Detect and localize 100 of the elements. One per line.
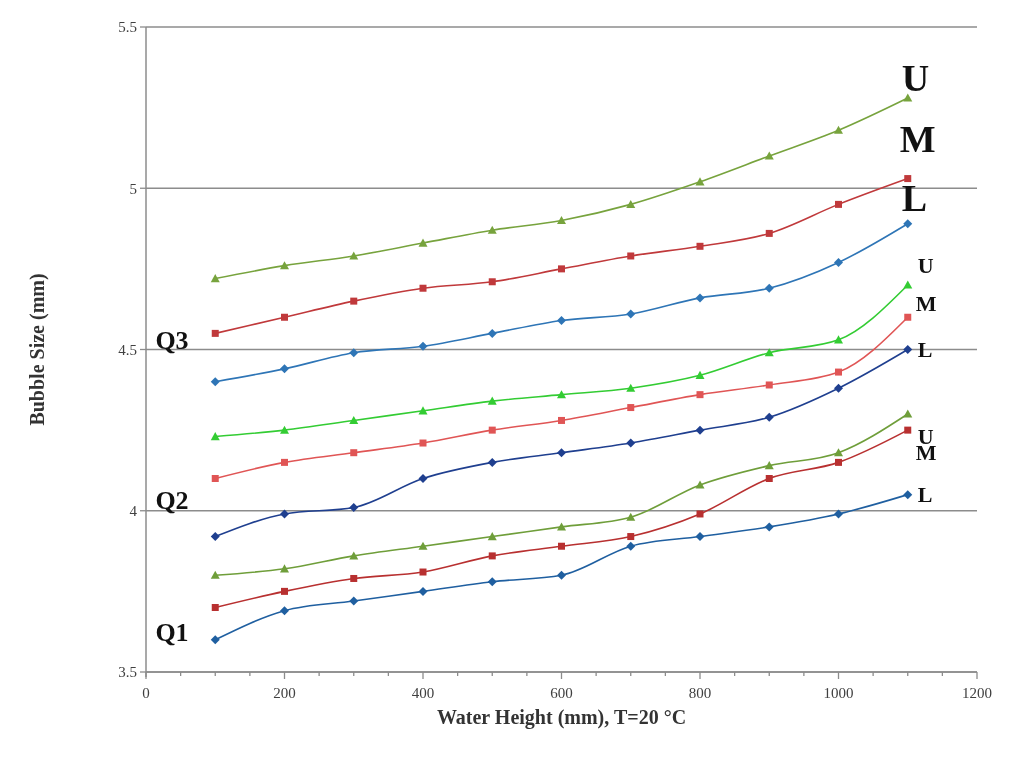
point [350, 297, 358, 305]
annotation: Q2 [155, 486, 189, 516]
point [627, 404, 635, 412]
point [210, 532, 220, 542]
point [764, 522, 774, 532]
point [557, 570, 566, 580]
y-tick-label: 5 [129, 180, 137, 197]
y-tick-label: 4 [129, 503, 138, 519]
x-tick-label: 400 [411, 685, 435, 701]
x-tick-label: 1200 [962, 685, 992, 701]
point [765, 229, 773, 237]
point [695, 370, 705, 379]
series-label: L [917, 482, 933, 508]
point [487, 577, 497, 587]
point [488, 278, 496, 286]
point [418, 541, 428, 550]
point [210, 377, 220, 387]
x-tick-label: 800 [688, 685, 712, 701]
x-tick-label: 0 [142, 685, 150, 701]
point [349, 596, 359, 606]
point [834, 509, 843, 519]
point [418, 238, 428, 247]
point [557, 315, 566, 325]
point [834, 125, 843, 134]
point [280, 425, 289, 434]
point [764, 348, 774, 357]
point [419, 284, 427, 292]
point [487, 396, 497, 405]
point [210, 274, 220, 283]
point [487, 225, 497, 234]
y-axis-title: Bubble Size (mm) [26, 273, 49, 426]
point [627, 252, 635, 260]
point [904, 175, 912, 183]
annotation: Q1 [155, 618, 189, 648]
point [903, 219, 913, 229]
point [695, 293, 705, 303]
point [695, 425, 705, 435]
point [695, 532, 705, 542]
point [210, 635, 220, 645]
point [349, 551, 359, 560]
point [626, 512, 636, 521]
point [764, 461, 774, 470]
point [626, 199, 636, 208]
series-label: M [915, 290, 937, 316]
point [835, 368, 842, 376]
point [487, 328, 497, 338]
point [696, 391, 704, 399]
point [349, 348, 359, 358]
point [280, 261, 289, 270]
point [626, 383, 636, 392]
point [487, 532, 497, 541]
point [903, 490, 913, 500]
point [765, 475, 773, 482]
point [418, 341, 428, 351]
point [903, 280, 913, 289]
point [488, 426, 496, 434]
point [211, 475, 219, 482]
point [764, 283, 774, 293]
point [764, 151, 774, 160]
point [834, 448, 843, 457]
point [834, 383, 843, 393]
point [211, 329, 219, 337]
x-tick-label: 600 [550, 685, 573, 701]
series-label: U [917, 252, 934, 278]
point [557, 448, 566, 458]
point [487, 457, 497, 467]
y-tick-label: 5.5 [118, 19, 137, 36]
point [558, 265, 565, 273]
point [903, 409, 913, 418]
point [626, 438, 636, 448]
point [280, 564, 289, 573]
point [210, 570, 220, 579]
point [904, 426, 912, 434]
series-label: M [899, 117, 936, 160]
x-tick-label: 200 [273, 685, 296, 701]
point [765, 381, 773, 389]
point [349, 503, 359, 513]
y-tick-label: 3.5 [118, 664, 137, 681]
point [419, 568, 427, 576]
point [280, 509, 289, 519]
point [281, 313, 288, 321]
point [488, 552, 496, 560]
point [696, 242, 704, 250]
point [764, 412, 774, 422]
point [835, 200, 842, 208]
point [280, 606, 289, 616]
point [904, 313, 912, 321]
point [349, 251, 359, 260]
point [418, 474, 428, 483]
point [558, 416, 565, 424]
point [835, 458, 842, 466]
annotation: Q3 [155, 326, 189, 356]
x-tick-label: 1000 [823, 685, 854, 701]
point [558, 542, 565, 550]
point [834, 257, 843, 267]
point [903, 345, 913, 354]
point [281, 587, 288, 595]
point [418, 586, 428, 596]
point [419, 439, 427, 447]
point [626, 309, 636, 319]
